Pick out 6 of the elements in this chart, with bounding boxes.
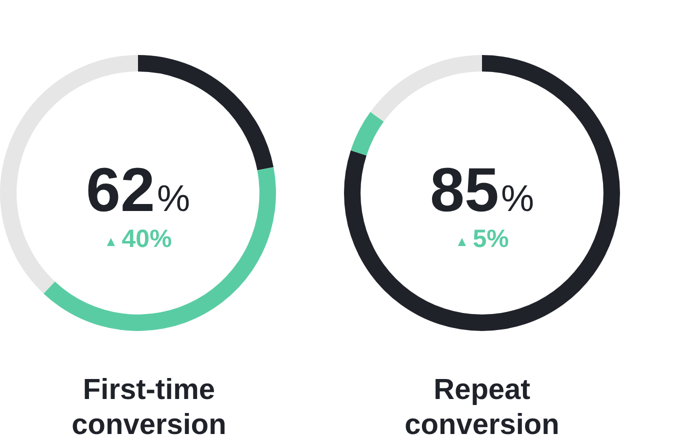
text: ▲5% [455, 225, 509, 253]
text: Repeat conversion [404, 373, 560, 443]
text: 62% [86, 156, 190, 225]
text: First-time conversion [70, 373, 228, 443]
text: 85% [430, 156, 534, 225]
text: ▲40% [104, 225, 172, 253]
